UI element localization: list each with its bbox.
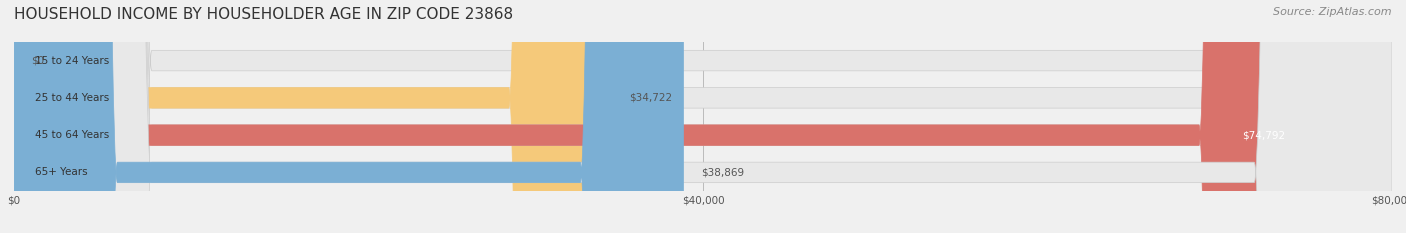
FancyBboxPatch shape (14, 0, 612, 233)
Text: $0: $0 (31, 56, 45, 65)
Text: $74,792: $74,792 (1241, 130, 1285, 140)
Text: $34,722: $34,722 (630, 93, 672, 103)
FancyBboxPatch shape (14, 0, 1392, 233)
FancyBboxPatch shape (14, 0, 1302, 233)
Text: 25 to 44 Years: 25 to 44 Years (35, 93, 110, 103)
Text: 15 to 24 Years: 15 to 24 Years (35, 56, 110, 65)
FancyBboxPatch shape (14, 0, 1392, 233)
Text: Source: ZipAtlas.com: Source: ZipAtlas.com (1274, 7, 1392, 17)
FancyBboxPatch shape (14, 0, 1392, 233)
Text: HOUSEHOLD INCOME BY HOUSEHOLDER AGE IN ZIP CODE 23868: HOUSEHOLD INCOME BY HOUSEHOLDER AGE IN Z… (14, 7, 513, 22)
Text: 65+ Years: 65+ Years (35, 168, 87, 177)
Text: 45 to 64 Years: 45 to 64 Years (35, 130, 110, 140)
FancyBboxPatch shape (14, 0, 1392, 233)
Text: $38,869: $38,869 (700, 168, 744, 177)
FancyBboxPatch shape (14, 0, 683, 233)
